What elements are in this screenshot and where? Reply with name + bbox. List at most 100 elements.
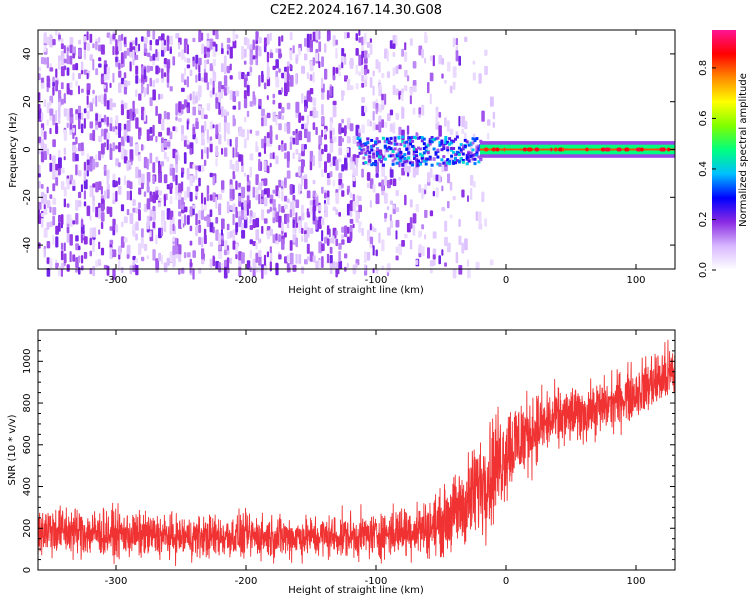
heatmap-cell [438, 163, 442, 167]
heatmap-cell [435, 174, 439, 182]
heatmap-cell [249, 239, 253, 245]
heatmap-cell [135, 108, 139, 115]
heatmap-cell [432, 174, 437, 181]
heatmap-cell [95, 154, 98, 161]
heatmap-cell [40, 151, 45, 163]
heatmap-cell [452, 196, 456, 201]
heatmap-cell [329, 121, 333, 131]
heatmap-cell [46, 86, 49, 93]
heatmap-cell [272, 93, 276, 99]
heatmap-cell [469, 154, 473, 158]
heatmap-cell [72, 53, 76, 59]
heatmap-cell [221, 228, 223, 236]
heatmap-cell [472, 72, 476, 81]
heatmap-cell [374, 159, 378, 163]
heatmap-cell [289, 63, 292, 70]
heatmap-cell [72, 220, 76, 225]
heatmap-cell [424, 234, 427, 240]
heatmap-cell [361, 43, 364, 53]
heatmap-cell [448, 161, 452, 165]
heatmap-cell [83, 42, 87, 50]
heatmap-cell [209, 121, 214, 130]
heatmap-cell [392, 43, 396, 49]
heatmap-cell [80, 184, 83, 193]
heatmap-cell [75, 257, 79, 268]
heatmap-cell [362, 156, 366, 160]
colorbar-tick-label: 0.0 [698, 262, 709, 278]
heatmap-cell [275, 48, 280, 53]
heatmap-cell [292, 227, 295, 235]
heatmap-cell [212, 69, 215, 76]
heatmap-cell [223, 147, 228, 157]
heatmap-cell [58, 90, 62, 99]
x-tick-label: 100 [626, 275, 645, 286]
heatmap-cell [477, 160, 481, 164]
heatmap-cell [98, 63, 102, 68]
heatmap-cell [161, 161, 164, 167]
heatmap-cell [49, 114, 53, 121]
heatmap-cell [83, 179, 88, 190]
heatmap-cell [98, 229, 101, 235]
heatmap-cell [377, 158, 381, 162]
heatmap-cell [366, 172, 371, 181]
heatmap-cell [263, 254, 267, 266]
heatmap-cell [404, 233, 408, 239]
heatmap-cell [364, 76, 368, 81]
heatmap-cell [415, 204, 419, 212]
heatmap-cell [338, 158, 342, 163]
heatmap-cell [455, 150, 459, 154]
heatmap-cell [141, 66, 145, 75]
heatmap-cell [161, 118, 165, 131]
heatmap-cell [109, 239, 114, 245]
heatmap-cell [383, 139, 387, 143]
heatmap-cell [158, 164, 162, 174]
heatmap-cell [252, 241, 256, 246]
heatmap-cell [338, 123, 342, 135]
heatmap-cell [454, 161, 457, 165]
heatmap-cell [395, 246, 400, 254]
heatmap-cell [329, 86, 333, 97]
heatmap-cell [40, 139, 44, 150]
heatmap-cell [366, 251, 371, 261]
heatmap-cell [386, 71, 390, 78]
heatmap-cell [172, 56, 176, 66]
heatmap-cell [83, 236, 88, 245]
heatmap-cell [118, 62, 121, 70]
heatmap-cell [135, 233, 138, 241]
heatmap-cell [374, 163, 378, 167]
heatmap-cell [146, 186, 150, 192]
heatmap-cell [126, 209, 130, 216]
heatmap-cell [464, 238, 468, 251]
heatmap-cell [52, 234, 55, 245]
heatmap-cell [461, 147, 465, 151]
heatmap-cell [141, 73, 145, 85]
heatmap-cell [278, 144, 281, 151]
heatmap-cell [223, 240, 228, 250]
heatmap-cell [175, 116, 178, 121]
heatmap-cell [278, 234, 281, 242]
heatmap-cell [120, 52, 124, 64]
heatmap-cell [444, 79, 447, 84]
heatmap-cell [266, 112, 271, 119]
heatmap-cell [201, 149, 204, 160]
heatmap-cell [129, 42, 133, 52]
heatmap-cell [163, 174, 168, 184]
heatmap-cell [284, 213, 288, 224]
spectrogram-ylabel: Frequency (Hz) [8, 112, 19, 188]
heatmap-cell [417, 163, 420, 167]
heatmap-cell [358, 195, 362, 202]
heatmap-cell [232, 188, 235, 200]
heatmap-cell [428, 155, 432, 159]
heatmap-cell [175, 126, 178, 133]
heatmap-cell [209, 136, 213, 141]
heatmap-cell [449, 128, 454, 136]
heatmap-cell [115, 145, 118, 150]
heatmap-cell [409, 139, 413, 143]
heatmap-cell [475, 211, 479, 221]
heatmap-cell [411, 135, 415, 139]
heatmap-cell [261, 180, 264, 187]
heatmap-cell [38, 136, 42, 143]
heatmap-cell [372, 227, 377, 233]
